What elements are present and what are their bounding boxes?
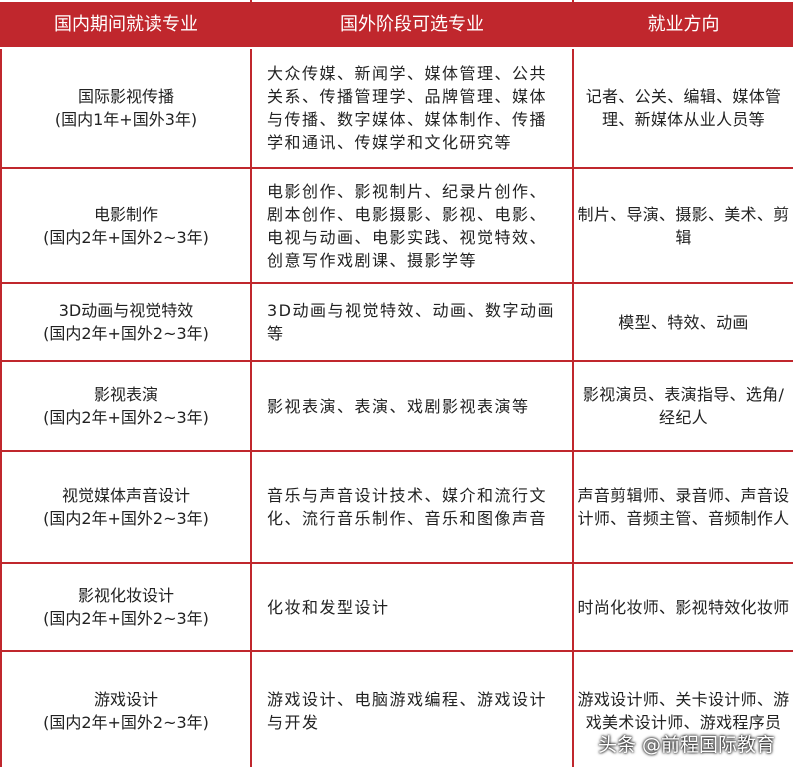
- careers-cell: 模型、特效、动画: [572, 282, 793, 362]
- major-cell: 电影制作 (国内2年+国外2~3年): [0, 167, 252, 284]
- overseas-cell: 影视表演、表演、戏剧影视表演等: [250, 360, 574, 452]
- major-name: 3D动画与视觉特效: [58, 301, 194, 320]
- table-row: 影视表演 (国内2年+国外2~3年) 影视表演、表演、戏剧影视表演等 影视演员、表演指…: [0, 360, 793, 452]
- major-duration: (国内2年+国外2~3年): [43, 712, 209, 732]
- major-name: 国际影视传播: [77, 87, 174, 106]
- table-row: 视觉媒体声音设计 (国内2年+国外2~3年) 音乐与声音设计技术、媒介和流行文化、流…: [0, 450, 793, 564]
- major-cell: 游戏设计 (国内2年+国外2~3年): [0, 650, 252, 767]
- careers-cell: 声音剪辑师、录音师、声音设计师、音频主管、音频制作人: [572, 450, 793, 564]
- header-cell: 国外阶段可选专业: [250, 0, 574, 49]
- major-name: 视觉媒体声音设计: [61, 486, 190, 505]
- watermark: 头条 @前程国际教育: [597, 734, 775, 756]
- major-duration: (国内2年+国外2~3年): [43, 609, 209, 628]
- overseas-text: 化妆和发型设计: [267, 597, 390, 617]
- table-body: 国际影视传播 (国内1年+国外3年) 大众传媒、新闻学、媒体管理、公共关系、传播管理…: [0, 47, 793, 767]
- header-cell: 国内期间就读专业: [0, 0, 252, 49]
- header-cell: 就业方向: [572, 0, 793, 49]
- careers-cell: 影视演员、表演指导、选角/经纪人: [572, 360, 793, 452]
- overseas-cell: 化妆和发型设计: [250, 562, 574, 652]
- careers-cell: 记者、公关、编辑、媒体管理、新媒体从业人员等: [572, 47, 793, 169]
- careers-text: 影视演员、表演指导、选角/经纪人: [582, 385, 785, 427]
- overseas-cell: 电影创作、影视制片、纪录片创作、剧本创作、电影摄影、影视、电影、电视与动画、电影…: [250, 167, 574, 284]
- overseas-cell: 游戏设计、电脑游戏编程、游戏设计与开发: [250, 650, 574, 767]
- careers-text: 模型、特效、动画: [618, 312, 749, 332]
- major-duration: (国内2年+国外2~3年): [43, 408, 209, 427]
- major-name: 影视表演: [93, 385, 158, 404]
- major-name: 游戏设计: [93, 689, 158, 709]
- careers-text: 时尚化妆师、影视特效化妆师: [577, 597, 790, 617]
- careers-text: 制片、导演、摄影、美术、剪辑: [577, 204, 790, 247]
- overseas-cell: 3D动画与视觉特效、动画、数字动画等: [250, 282, 574, 362]
- major-name: 影视化妆设计: [77, 586, 174, 605]
- major-duration: (国内2年+国外2~3年): [43, 509, 209, 528]
- table-row: 影视化妆设计 (国内2年+国外2~3年) 化妆和发型设计 时尚化妆师、影视特效化妆师: [0, 562, 793, 652]
- overseas-text: 电影创作、影视制片、纪录片创作、剧本创作、电影摄影、影视、电影、电视与动画、电影…: [267, 181, 548, 270]
- major-duration: (国内1年+国外3年): [54, 110, 198, 129]
- table-row: 3D动画与视觉特效 (国内2年+国外2~3年) 3D动画与视觉特效、动画、数字动画等…: [0, 282, 793, 362]
- careers-cell: 时尚化妆师、影视特效化妆师: [572, 562, 793, 652]
- major-cell: 视觉媒体声音设计 (国内2年+国外2~3年): [0, 450, 252, 564]
- major-cell: 3D动画与视觉特效 (国内2年+国外2~3年): [0, 282, 252, 362]
- overseas-text: 大众传媒、新闻学、媒体管理、公共关系、传播管理学、品牌管理、媒体与传播、数字媒体…: [267, 64, 548, 152]
- careers-text: 游戏设计师、关卡设计师、游戏美术设计师、游戏程序员: [577, 689, 790, 732]
- table-row: 国际影视传播 (国内1年+国外3年) 大众传媒、新闻学、媒体管理、公共关系、传播管理…: [0, 47, 793, 169]
- overseas-text: 3D动画与视觉特效、动画、数字动画等: [267, 301, 556, 343]
- overseas-text: 影视表演、表演、戏剧影视表演等: [267, 396, 530, 416]
- overseas-text: 游戏设计、电脑游戏编程、游戏设计与开发: [267, 689, 548, 732]
- major-cell: 国际影视传播 (国内1年+国外3年): [0, 47, 252, 169]
- header-row: 国内期间就读专业 国外阶段可选专业 就业方向: [0, 0, 793, 49]
- table-row: 电影制作 (国内2年+国外2~3年) 电影创作、影视制片、纪录片创作、剧本创作、电影…: [0, 167, 793, 284]
- careers-cell: 游戏设计师、关卡设计师、游戏美术设计师、游戏程序员: [572, 650, 793, 767]
- careers-cell: 制片、导演、摄影、美术、剪辑: [572, 167, 793, 284]
- major-cell: 影视表演 (国内2年+国外2~3年): [0, 360, 252, 452]
- major-duration: (国内2年+国外2~3年): [43, 227, 209, 247]
- major-duration: (国内2年+国外2~3年): [43, 324, 209, 343]
- major-cell: 影视化妆设计 (国内2年+国外2~3年): [0, 562, 252, 652]
- careers-text: 声音剪辑师、录音师、声音设计师、音频主管、音频制作人: [577, 486, 790, 528]
- careers-text: 记者、公关、编辑、媒体管理、新媒体从业人员等: [585, 87, 782, 129]
- overseas-cell: 大众传媒、新闻学、媒体管理、公共关系、传播管理学、品牌管理、媒体与传播、数字媒体…: [250, 47, 574, 169]
- table-row: 游戏设计 (国内2年+国外2~3年) 游戏设计、电脑游戏编程、游戏设计与开发 游戏设计…: [0, 650, 793, 767]
- overseas-text: 音乐与声音设计技术、媒介和流行文化、流行音乐制作、音乐和图像声音: [267, 486, 548, 528]
- overseas-cell: 音乐与声音设计技术、媒介和流行文化、流行音乐制作、音乐和图像声音: [250, 450, 574, 564]
- major-name: 电影制作: [93, 204, 158, 224]
